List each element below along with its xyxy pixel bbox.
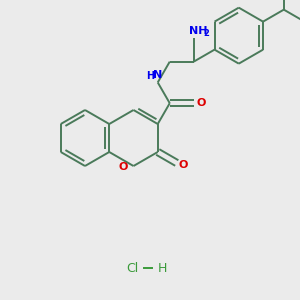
Text: O: O xyxy=(118,162,128,172)
Text: NH: NH xyxy=(189,26,207,36)
Text: O: O xyxy=(197,98,206,108)
Text: O: O xyxy=(179,160,188,170)
Text: H: H xyxy=(146,71,154,81)
Text: N: N xyxy=(153,70,162,80)
Text: 2: 2 xyxy=(204,28,210,38)
Text: Cl: Cl xyxy=(126,262,138,275)
Text: H: H xyxy=(157,262,167,275)
